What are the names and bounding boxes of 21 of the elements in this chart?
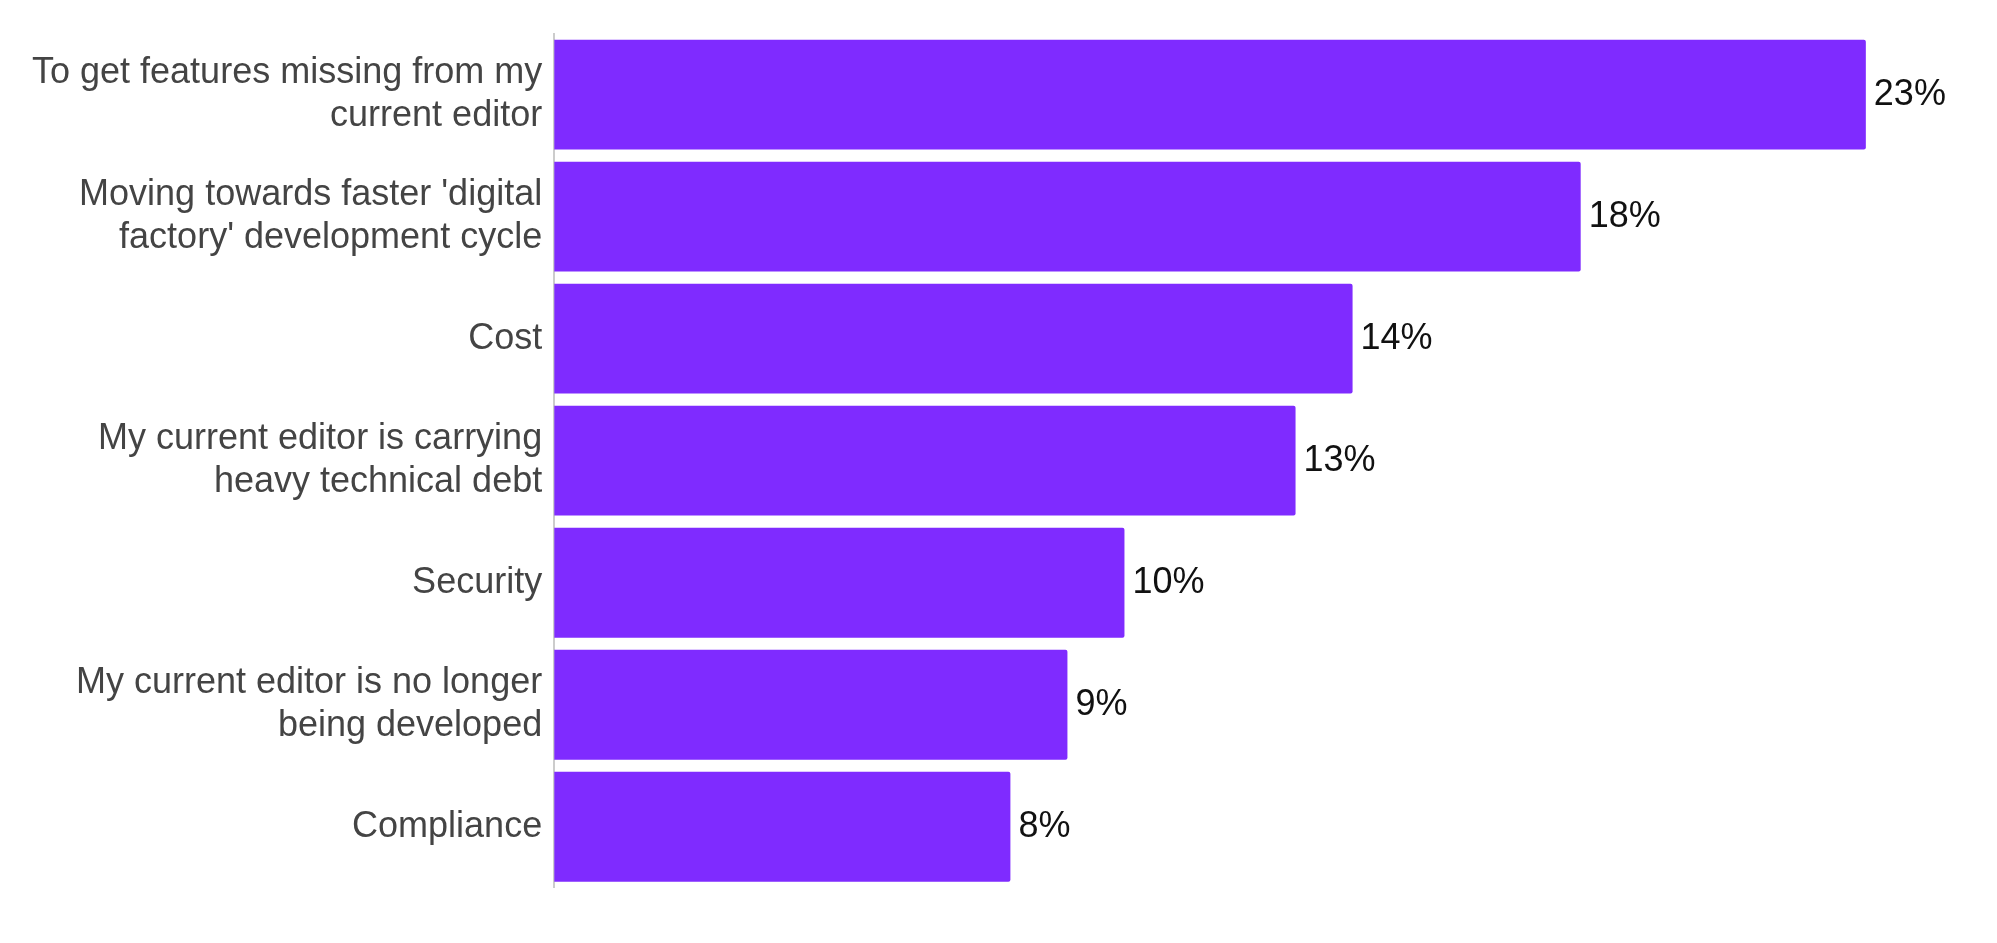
bar	[554, 649, 1068, 760]
bar	[554, 283, 1353, 394]
data-label: 14%	[1360, 315, 1433, 357]
y-tick-label: To get features missing from my current editor	[32, 49, 543, 135]
y-tick-label: Security	[412, 559, 543, 601]
data-label: 8%	[1018, 803, 1071, 845]
data-label: 10%	[1132, 559, 1205, 601]
y-tick-label: Cost	[468, 315, 543, 357]
bar	[554, 405, 1296, 516]
y-tick-label: Compliance	[352, 803, 543, 845]
data-label: 9%	[1075, 681, 1128, 723]
y-tick-label: Moving towards faster 'digital factory' development cycle	[79, 171, 543, 257]
y-tick-label: My current editor is no longer being developed	[75, 660, 543, 745]
data-label: 23%	[1873, 71, 1946, 113]
data-label: 13%	[1303, 437, 1376, 479]
data-label: 18%	[1588, 193, 1661, 235]
y-tick-label: My current editor is carrying heavy technical debt	[98, 416, 543, 501]
bar	[554, 39, 1866, 150]
bar	[554, 527, 1125, 638]
bar	[554, 161, 1581, 272]
bar	[554, 771, 1011, 882]
